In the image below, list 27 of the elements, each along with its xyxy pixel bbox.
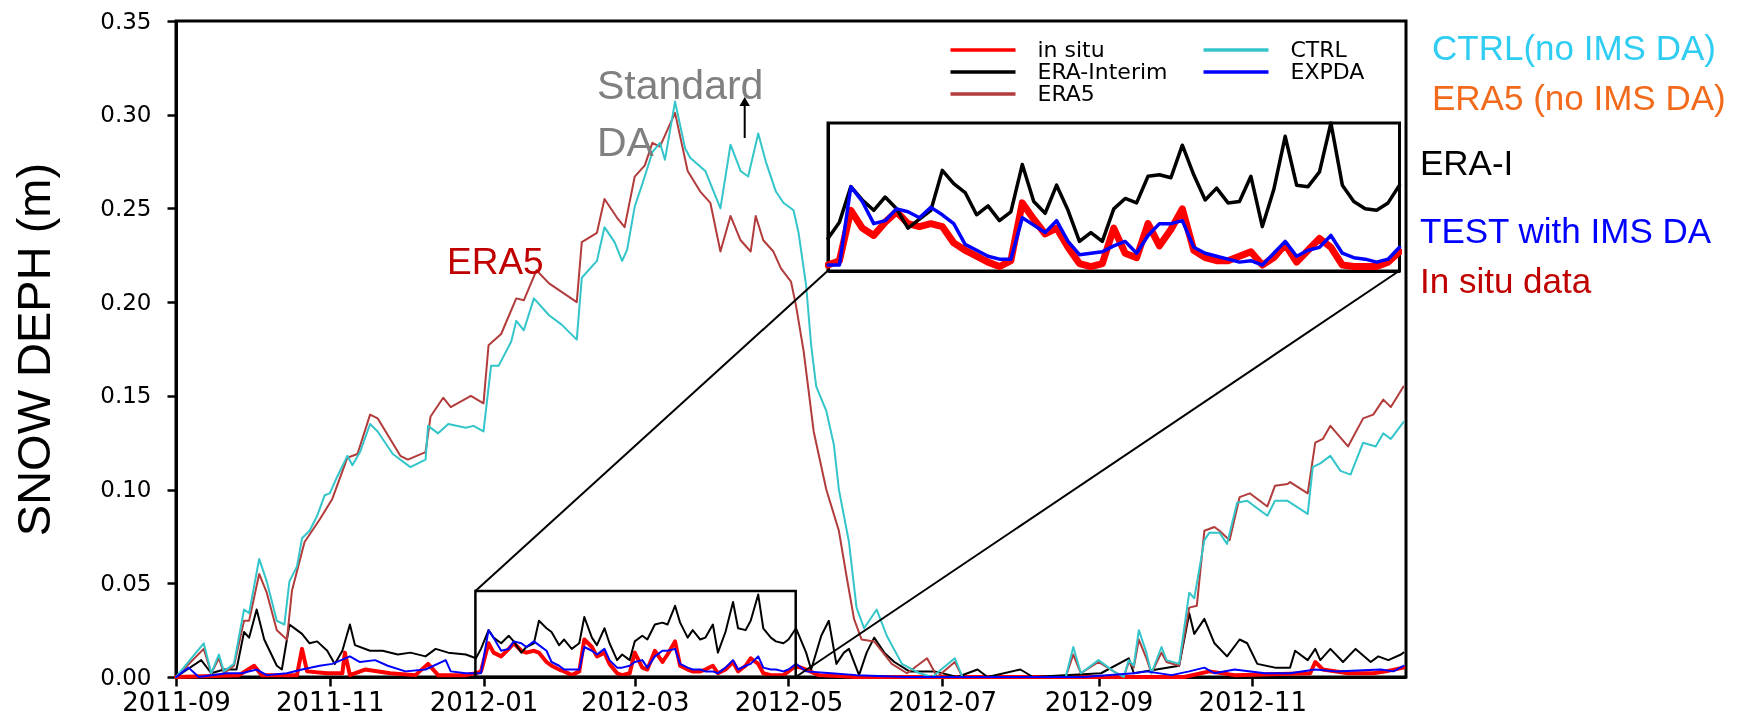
legend-label: in situ xyxy=(1037,37,1105,62)
legend-label: ERA-Interim xyxy=(1037,59,1168,84)
x-tick-label: 2011-11 xyxy=(275,686,385,717)
y-axis-title: SNOW DEPH (m) xyxy=(6,162,60,537)
x-tick-label: 2012-03 xyxy=(580,686,690,717)
y-tick-label: 0.25 xyxy=(100,194,152,221)
y-tick-label: 0.05 xyxy=(100,569,152,596)
y-tick-label: 0.30 xyxy=(100,101,152,128)
y-tick-label: 0.10 xyxy=(100,476,152,503)
text: In situ data xyxy=(1420,261,1592,300)
text: ERA5 (no IMS DA) xyxy=(1432,78,1726,117)
annotation: ERA5 xyxy=(447,241,544,282)
y-tick-label: 0.20 xyxy=(100,288,152,315)
text: ERA-I xyxy=(1420,143,1514,182)
y-tick-label: 0.35 xyxy=(100,7,152,34)
y-tick-label: 0.15 xyxy=(100,382,152,409)
x-tick-label: 2012-09 xyxy=(1044,686,1154,717)
legend-label: EXPDA xyxy=(1290,59,1365,84)
x-tick-label: 2012-07 xyxy=(888,686,998,717)
x-tick-label: 2012-11 xyxy=(1198,686,1308,717)
annotation: Standard DA xyxy=(597,61,764,165)
x-tick-label: 2012-01 xyxy=(429,686,539,717)
legend-label: CTRL xyxy=(1290,37,1348,62)
text: CTRL(no IMS DA) xyxy=(1432,28,1716,67)
x-tick-label: 2012-05 xyxy=(734,686,844,717)
text: TEST with IMS DA xyxy=(1420,211,1712,250)
legend-label: ERA5 xyxy=(1037,81,1095,106)
